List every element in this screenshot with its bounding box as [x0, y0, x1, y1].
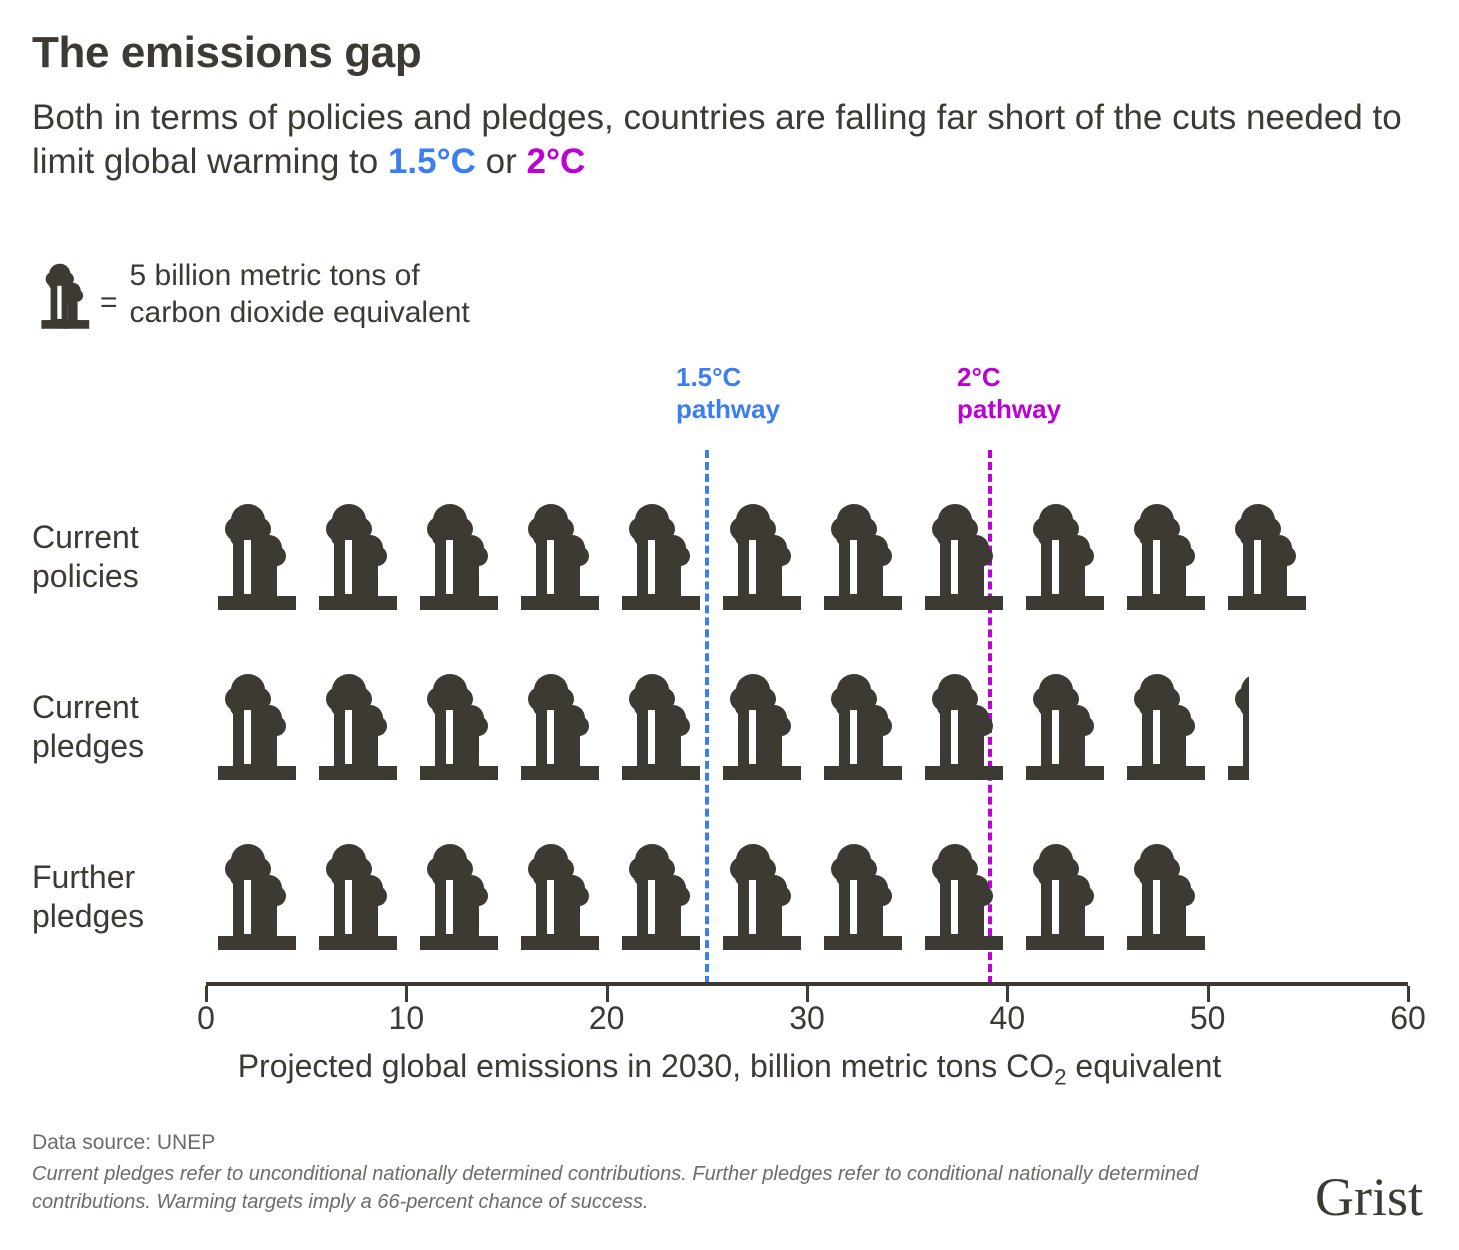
pictogram-icon — [509, 666, 610, 784]
row-label-current-pledges: Current pledges — [32, 688, 144, 766]
subtitle-text-part1: Both in terms of policies and pledges, c… — [32, 98, 1402, 182]
pictogram-icon — [610, 496, 711, 614]
pictogram-icon — [1014, 836, 1115, 954]
pathway-label-2c-line1: 2°C — [957, 362, 1001, 392]
row-label-further-pledges-line2: pledges — [32, 898, 145, 935]
pictogram-icon — [812, 666, 913, 784]
smokestack-icon — [41, 263, 90, 329]
pictogram-icon — [1014, 666, 1115, 784]
legend-caption-line1: 5 billion metric tons of — [129, 259, 420, 293]
legend: = 5 billion metric tons of carbon dioxid… — [34, 252, 470, 338]
pathway-label-2c: 2°C pathway — [957, 362, 1061, 425]
subtitle-target-15: 1.5°C — [387, 142, 476, 182]
pictogram-icon — [408, 836, 509, 954]
x-axis-tick — [205, 986, 208, 1002]
legend-caption-line2: carbon dioxide equivalent — [129, 296, 470, 329]
pictogram-icon — [913, 836, 1014, 954]
footnote: Current pledges refer to unconditional n… — [32, 1163, 1199, 1214]
pathway-line-1-5c — [705, 450, 709, 984]
pictogram-icon — [711, 666, 812, 784]
pathway-line-2c — [988, 450, 992, 984]
page-title: The emissions gap — [32, 28, 422, 77]
row-label-further-pledges-line1: Further — [32, 859, 136, 895]
pictogram-icon — [206, 496, 307, 614]
pictogram-icon — [610, 666, 711, 784]
pictogram-icon — [913, 496, 1014, 614]
x-axis-title-pre: Projected global emissions in 2030, bill… — [237, 1048, 1055, 1084]
x-axis-tick-label: 20 — [588, 1000, 625, 1036]
x-axis-tick — [1206, 986, 1210, 1002]
pictogram-icon — [711, 496, 812, 614]
pictogram-row-current-policies — [206, 496, 1317, 614]
legend-caption: 5 billion metric tons of carbon dioxide … — [130, 258, 470, 331]
pictogram-icon — [307, 836, 408, 954]
x-axis-tick-label: 10 — [388, 1000, 425, 1036]
pictogram-icon — [812, 836, 913, 954]
pictogram-icon — [509, 496, 610, 614]
pictogram-icon — [206, 666, 307, 784]
pathway-label-1-5c-line1: 1.5°C — [676, 362, 742, 392]
pictogram-icon — [1216, 496, 1317, 614]
x-axis-tick — [806, 986, 809, 1002]
pictogram-row-further-pledges — [206, 836, 1216, 954]
data-source: Data source: UNEP — [32, 1131, 216, 1154]
subtitle-text-mid: or — [475, 142, 527, 182]
subtitle-target-2: 2°C — [526, 142, 586, 182]
x-axis-tick-label: 40 — [989, 1000, 1026, 1036]
row-label-current-policies-line2: policies — [32, 558, 139, 595]
pictogram-icon — [1115, 666, 1216, 784]
x-axis-title-sub: 2 — [1054, 1064, 1067, 1090]
pictogram-icon-partial — [1216, 666, 1249, 784]
pathway-label-2c-line2: pathway — [957, 393, 1062, 424]
pictogram-icon — [1115, 496, 1216, 614]
pictogram-icon — [1014, 496, 1115, 614]
pictogram-icon — [307, 496, 408, 614]
pathway-label-1-5c-line2: pathway — [676, 393, 781, 424]
grist-logo: Grist — [1315, 1167, 1423, 1227]
x-axis-line — [206, 982, 1408, 986]
row-label-current-policies: Current policies — [32, 518, 139, 596]
pictogram-icon — [509, 836, 610, 954]
x-axis-tick — [605, 986, 609, 1002]
x-axis-tick-label: 60 — [1390, 1000, 1426, 1036]
pictogram-icon — [307, 666, 408, 784]
x-axis-tick — [1006, 986, 1010, 1002]
x-axis-tick-label: 50 — [1189, 1000, 1226, 1036]
row-label-current-pledges-line1: Current — [32, 689, 139, 725]
x-axis-title: Projected global emissions in 2030, bill… — [0, 1048, 1459, 1090]
x-axis-title-post: equivalent — [1066, 1048, 1222, 1084]
pictogram-icon — [408, 666, 509, 784]
pictogram-icon — [610, 836, 711, 954]
x-axis-tick-label: 0 — [197, 1000, 215, 1036]
pictogram-row-current-pledges — [206, 666, 1249, 784]
legend-equals: = — [100, 286, 118, 319]
pictogram-icon — [711, 836, 812, 954]
page-subtitle: Both in terms of policies and pledges, c… — [32, 96, 1432, 184]
x-axis-tick — [405, 986, 409, 1002]
pictogram-icon — [812, 496, 913, 614]
pictogram-icon — [206, 836, 307, 954]
row-label-current-pledges-line2: pledges — [32, 728, 145, 765]
row-label-further-pledges: Further pledges — [32, 858, 144, 936]
x-axis-tick-label: 30 — [789, 1000, 825, 1036]
row-label-current-policies-line1: Current — [32, 519, 139, 555]
pictogram-icon — [1115, 836, 1216, 954]
pictogram-icon — [913, 666, 1014, 784]
x-axis-tick — [1407, 986, 1410, 1002]
pictogram-icon — [408, 496, 509, 614]
pathway-label-1-5c: 1.5°C pathway — [676, 362, 780, 425]
